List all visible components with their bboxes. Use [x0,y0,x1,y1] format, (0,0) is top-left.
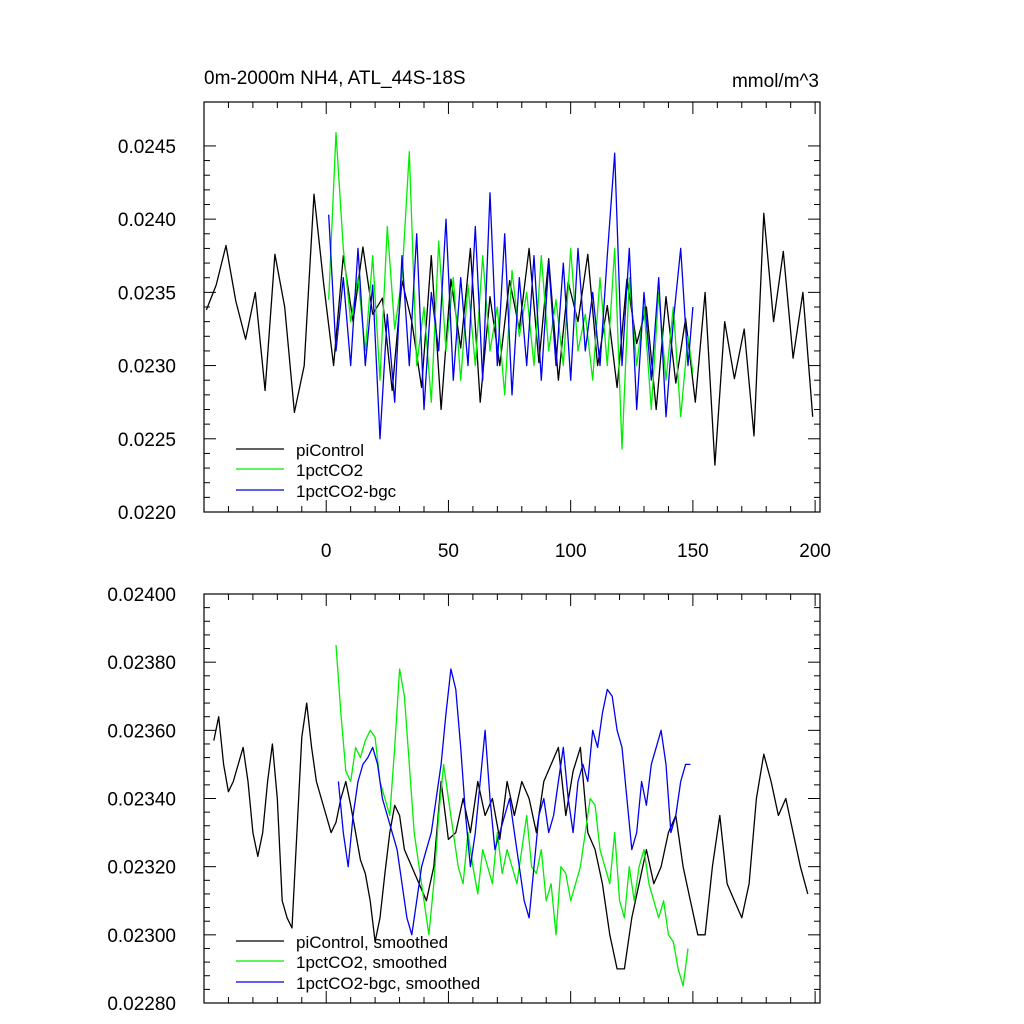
y-tick-label: 0.02300 [107,926,176,947]
x-tick-label: 150 [677,541,709,562]
legend: piControl, smoothed 1pctCO2, smoothed 1p… [236,933,480,993]
legend-label-1pctco2-bgc-smoothed: 1pctCO2-bgc, smoothed [296,974,480,993]
legend-label-1pctco2-smoothed: 1pctCO2, smoothed [296,953,447,972]
x-tick-label: 200 [799,541,831,562]
series-line-1pctco2-bgc [328,152,694,440]
y-tick-label: 0.02360 [107,721,176,742]
y-tick-label: 0.0235 [118,283,176,304]
series-line-1pctco2 [328,132,694,450]
x-tick-label: 0 [321,541,332,562]
series-line-picontrol [205,193,814,466]
legend-label-picontrol: piControl [296,441,364,460]
y-tick-label: 0.02280 [107,994,176,1015]
legend-label-picontrol-smoothed: piControl, smoothed [296,933,448,952]
y-tick-label: 0.0245 [118,137,176,158]
x-tick-label: 50 [438,541,459,562]
chart-title: 0m-2000m NH4, ATL_44S-18S [204,68,466,89]
x-tick-label: 100 [555,541,587,562]
y-tick-label: 0.02400 [107,585,176,606]
panel-bottom: 0.02280 0.02300 0.02320 0.02340 0.02360 0.023… [107,585,821,1015]
panel-top: 0m-2000m NH4, ATL_44S-18S mmol/m^3 0 50 10… [118,68,831,562]
units-label: mmol/m^3 [732,71,819,92]
legend-label-1pctco2-bgc: 1pctCO2-bgc [296,482,397,501]
y-tick-label: 0.02340 [107,790,176,811]
legend-label-1pctco2: 1pctCO2 [296,461,363,480]
y-tick-label: 0.0240 [118,210,176,231]
y-tick-label: 0.02380 [107,653,176,674]
y-tick-label: 0.02320 [107,858,176,879]
legend: piControl 1pctCO2 1pctCO2-bgc [236,441,397,501]
y-tick-label: 0.0230 [118,357,176,378]
series-line-picontrol-smoothed [213,702,809,970]
y-tick-label: 0.0220 [118,503,176,524]
series-line-1pctco2-bgc-smoothed [337,668,691,936]
series-line-1pctco2-smoothed [335,645,689,987]
y-tick-label: 0.0225 [118,430,176,451]
